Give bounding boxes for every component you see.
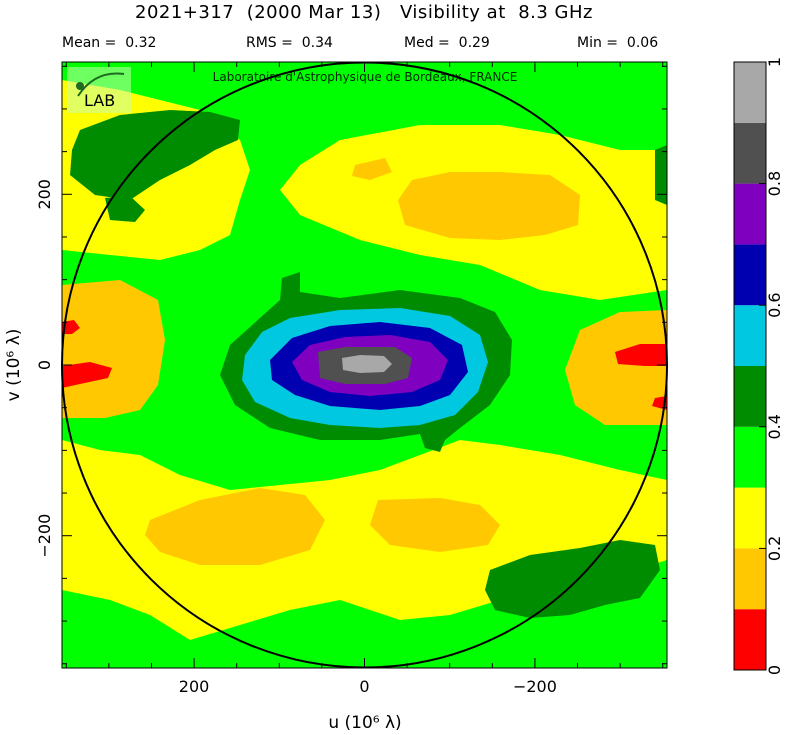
colorbar-tick-label: 0 — [765, 665, 784, 675]
colorbar-tick-label: 0.6 — [765, 292, 784, 317]
red-spot-right-upper — [615, 344, 667, 366]
x-tick-label: 0 — [359, 677, 369, 696]
orange-patch-bottom — [145, 488, 325, 565]
orange-patch-right — [565, 310, 667, 425]
colorbar-segment — [734, 487, 766, 549]
logo-dot-icon — [76, 82, 84, 90]
colorbar-tick-label: 0.8 — [765, 171, 784, 196]
green-region-bottom — [62, 560, 667, 668]
green-region-top — [62, 62, 667, 490]
stat-median: Med = 0.29 — [404, 35, 490, 51]
colorbar-tick-label: 0.4 — [765, 414, 784, 439]
y-tick-label: 200 — [35, 179, 54, 210]
colorbar-segment — [734, 244, 766, 306]
x-tick-label: 200 — [179, 677, 210, 696]
stat-rms: RMS = 0.34 — [246, 35, 333, 51]
colorbar-tick-label: 0.2 — [765, 536, 784, 561]
colorbar-tick-label: 1 — [765, 57, 784, 67]
colorbar: 0 0.2 0.4 0.6 0.8 1 — [733, 57, 784, 675]
chart-title: 2021+317 (2000 Mar 13) Visibility at 8.3… — [135, 2, 593, 23]
colorbar-segment — [734, 183, 766, 245]
dark-green-patch-top-left-small — [105, 196, 145, 222]
colorbar-frame — [733, 61, 767, 671]
orange-patch-top-small — [352, 158, 392, 180]
orange-patch-bottom-right — [370, 498, 500, 552]
colorbar-segment — [734, 122, 766, 184]
colorbar-segment — [734, 426, 766, 488]
x-axis-label: u (10⁶ λ) — [328, 713, 401, 733]
y-axis-label: v (10⁶ λ) — [4, 329, 24, 402]
logo-arc-icon — [77, 72, 125, 97]
colorbar-segment — [734, 305, 766, 366]
colorbar-segment — [734, 609, 766, 670]
contour-level-light-gray — [342, 355, 392, 373]
logo-text: LAB — [84, 91, 115, 110]
red-spot-left-upper — [62, 320, 80, 334]
stat-mean: Mean = 0.32 — [62, 35, 157, 51]
stat-min: Min = 0.06 — [577, 35, 659, 51]
watermark-text: Laboratoire d'Astrophysique de Bordeaux,… — [213, 70, 518, 84]
lab-logo: LAB — [67, 67, 131, 113]
y-tick-label: −200 — [35, 514, 54, 558]
x-tick-label: −200 — [513, 677, 557, 696]
y-tick-label: 0 — [35, 360, 54, 370]
colorbar-segment — [734, 548, 766, 610]
colorbar-segment — [734, 366, 766, 427]
dark-green-patch-bottom-right — [485, 540, 660, 618]
red-spot-left-lower — [62, 362, 112, 388]
orange-patch-left — [62, 280, 165, 418]
dark-green-patch-right — [655, 145, 667, 205]
plot-area — [62, 62, 667, 668]
dark-green-patch-top-left — [70, 110, 240, 200]
colorbar-segment — [734, 62, 766, 123]
orange-patch-top — [398, 172, 580, 240]
axes: 200 0 −200 200 0 −200 — [35, 62, 667, 696]
